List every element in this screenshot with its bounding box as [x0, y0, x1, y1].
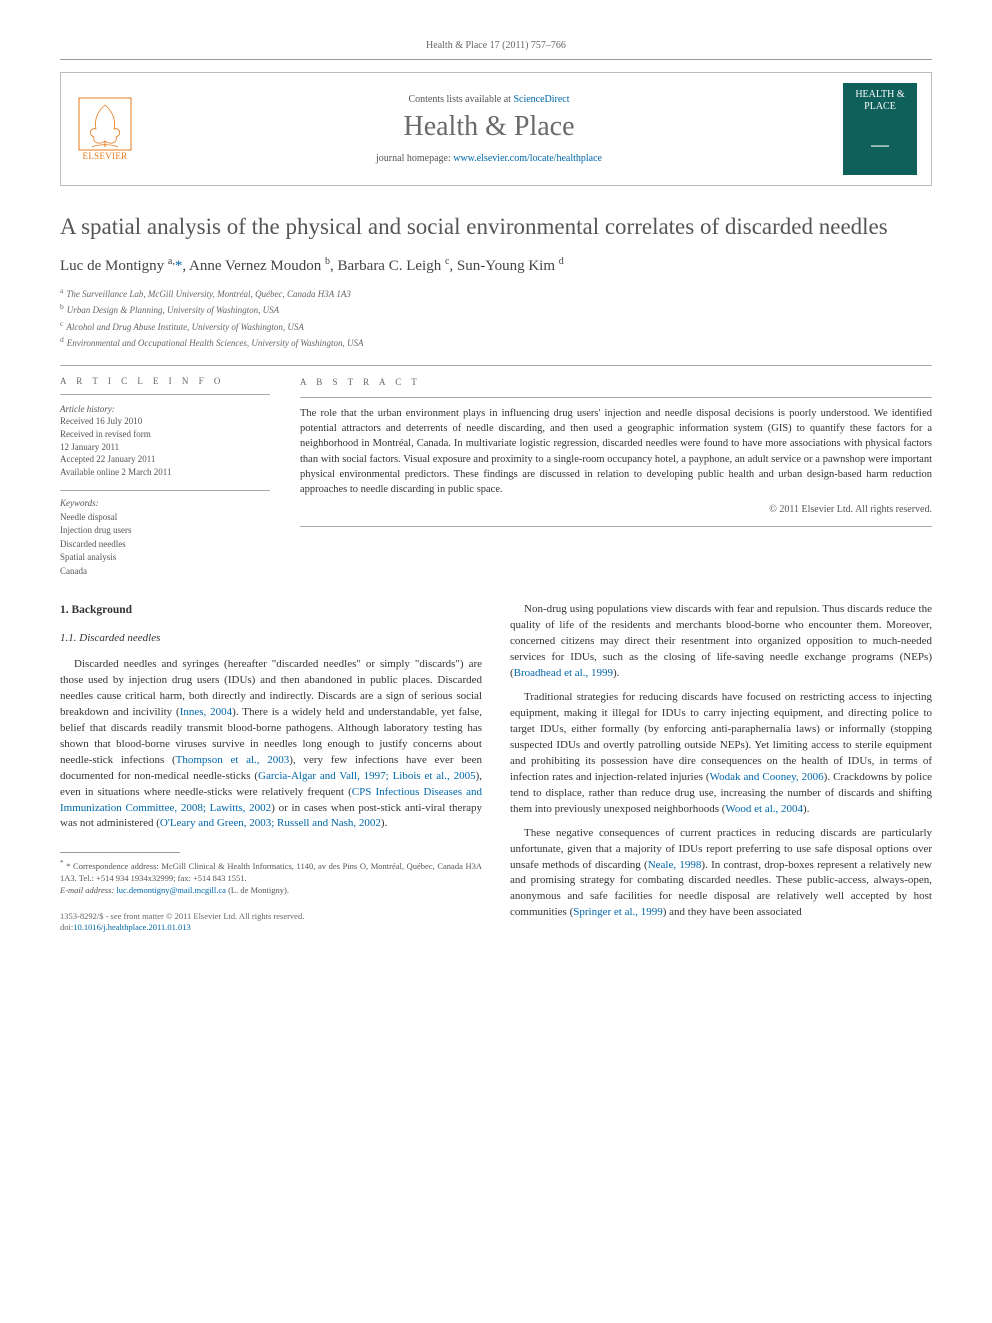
cite-thompson-2003[interactable]: Thompson et al., 2003 [176, 754, 290, 766]
masthead: ELSEVIER Contents lists available at Sci… [60, 72, 932, 186]
email-footnote: E-mail address: luc.demontigny@mail.mcgi… [60, 885, 482, 897]
top-rule [60, 59, 932, 60]
author-3: Barbara C. Leigh [338, 258, 442, 274]
elsevier-logo: ELSEVIER [75, 94, 135, 164]
doi-line: doi:10.1016/j.healthplace.2011.01.013 [60, 922, 482, 933]
history-2: 12 January 2011 [60, 441, 270, 454]
homepage-line: journal homepage: www.elsevier.com/locat… [147, 153, 831, 164]
running-head: Health & Place 17 (2011) 757–766 [60, 40, 932, 51]
affil-b: bUrban Design & Planning, University of … [60, 301, 932, 318]
footnote-separator [60, 852, 180, 853]
corr-author-marker[interactable]: * [175, 258, 183, 274]
abstract-col: A B S T R A C T The role that the urban … [300, 376, 932, 579]
kw-1: Injection drug users [60, 524, 270, 538]
affil-d: dEnvironmental and Occupational Health S… [60, 334, 932, 351]
masthead-center: Contents lists available at ScienceDirec… [147, 94, 831, 164]
cover-sub: ▬▬▬ [871, 143, 889, 149]
corr-footnote: * * Correspondence address: McGill Clini… [60, 859, 482, 885]
para-2: Non-drug using populations view discards… [510, 602, 932, 682]
cite-wodak-2006[interactable]: Wodak and Cooney, 2006 [710, 771, 824, 783]
cite-wood-2004[interactable]: Wood et al., 2004 [725, 803, 803, 815]
affil-c: cAlcohol and Drug Abuse Institute, Unive… [60, 318, 932, 335]
homepage-prefix: journal homepage: [376, 153, 453, 164]
article-info-header: A R T I C L E I N F O [60, 376, 270, 386]
kw-0: Needle disposal [60, 511, 270, 525]
kw-2: Discarded needles [60, 538, 270, 552]
keywords-label: Keywords: [60, 497, 270, 511]
author-3-sup: c [445, 256, 449, 267]
article-info-col: A R T I C L E I N F O Article history: R… [60, 376, 270, 579]
journal-cover-thumb: HEALTH & PLACE ▬▬▬ [843, 83, 917, 175]
homepage-link[interactable]: www.elsevier.com/locate/healthplace [453, 153, 602, 164]
sciencedirect-link[interactable]: ScienceDirect [513, 94, 569, 105]
issn-line: 1353-8292/$ - see front matter © 2011 El… [60, 911, 482, 922]
rule-above-abstract [60, 365, 932, 366]
keywords-block: Keywords: Needle disposal Injection drug… [60, 497, 270, 578]
abstract-copyright: © 2011 Elsevier Ltd. All rights reserved… [300, 503, 932, 518]
author-4-sup: d [559, 256, 564, 267]
affiliations: aThe Surveillance Lab, McGill University… [60, 285, 932, 351]
author-1-sup: a, [168, 256, 175, 267]
authors-line: Luc de Montigny a,*, Anne Vernez Moudon … [60, 256, 932, 275]
author-2-sup: b [325, 256, 330, 267]
contents-line: Contents lists available at ScienceDirec… [147, 94, 831, 105]
elsevier-tree-icon [78, 97, 132, 151]
author-2: Anne Vernez Moudon [189, 258, 321, 274]
abstract-header: A B S T R A C T [300, 376, 932, 389]
section-heading-1: 1. Background [60, 602, 482, 619]
article-history: Article history: Received 16 July 2010 R… [60, 403, 270, 479]
history-0: Received 16 July 2010 [60, 415, 270, 428]
history-label: Article history: [60, 403, 270, 416]
kw-4: Canada [60, 565, 270, 579]
kw-3: Spatial analysis [60, 551, 270, 565]
cite-innes-2004[interactable]: Innes, 2004 [180, 706, 232, 718]
corr-email-link[interactable]: luc.demontigny@mail.mcgill.ca [116, 885, 226, 895]
footnotes: * * Correspondence address: McGill Clini… [60, 859, 482, 897]
elsevier-brand-text: ELSEVIER [83, 151, 128, 161]
doi-link[interactable]: 10.1016/j.healthplace.2011.01.013 [73, 922, 190, 932]
para-1: Discarded needles and syringes (hereafte… [60, 657, 482, 832]
footer-issn-doi: 1353-8292/$ - see front matter © 2011 El… [60, 911, 482, 934]
cite-neale-1998[interactable]: Neale, 1998 [648, 859, 702, 871]
author-1: Luc de Montigny [60, 258, 164, 274]
history-4: Available online 2 March 2011 [60, 466, 270, 479]
affil-a: aThe Surveillance Lab, McGill University… [60, 285, 932, 302]
author-4: Sun-Young Kim [457, 258, 555, 274]
history-3: Accepted 22 January 2011 [60, 453, 270, 466]
journal-name: Health & Place [147, 111, 831, 143]
body-columns: 1. Background 1.1. Discarded needles Dis… [60, 602, 932, 933]
article-title: A spatial analysis of the physical and s… [60, 212, 932, 242]
cite-oleary-russell[interactable]: O'Leary and Green, 2003; Russell and Nas… [160, 817, 381, 829]
para-3: Traditional strategies for reducing disc… [510, 690, 932, 818]
cite-garcia-libois[interactable]: Garcia-Algar and Vall, 1997; Libois et a… [258, 770, 476, 782]
cite-broadhead-1999[interactable]: Broadhead et al., 1999 [514, 667, 613, 679]
cover-title: HEALTH & PLACE [847, 89, 913, 113]
abstract-text: The role that the urban environment play… [300, 406, 932, 497]
para-4: These negative consequences of current p… [510, 826, 932, 922]
contents-prefix: Contents lists available at [408, 94, 513, 105]
cite-springer-1999[interactable]: Springer et al., 1999 [573, 906, 663, 918]
subsection-heading-1-1: 1.1. Discarded needles [60, 631, 482, 647]
history-1: Received in revised form [60, 428, 270, 441]
